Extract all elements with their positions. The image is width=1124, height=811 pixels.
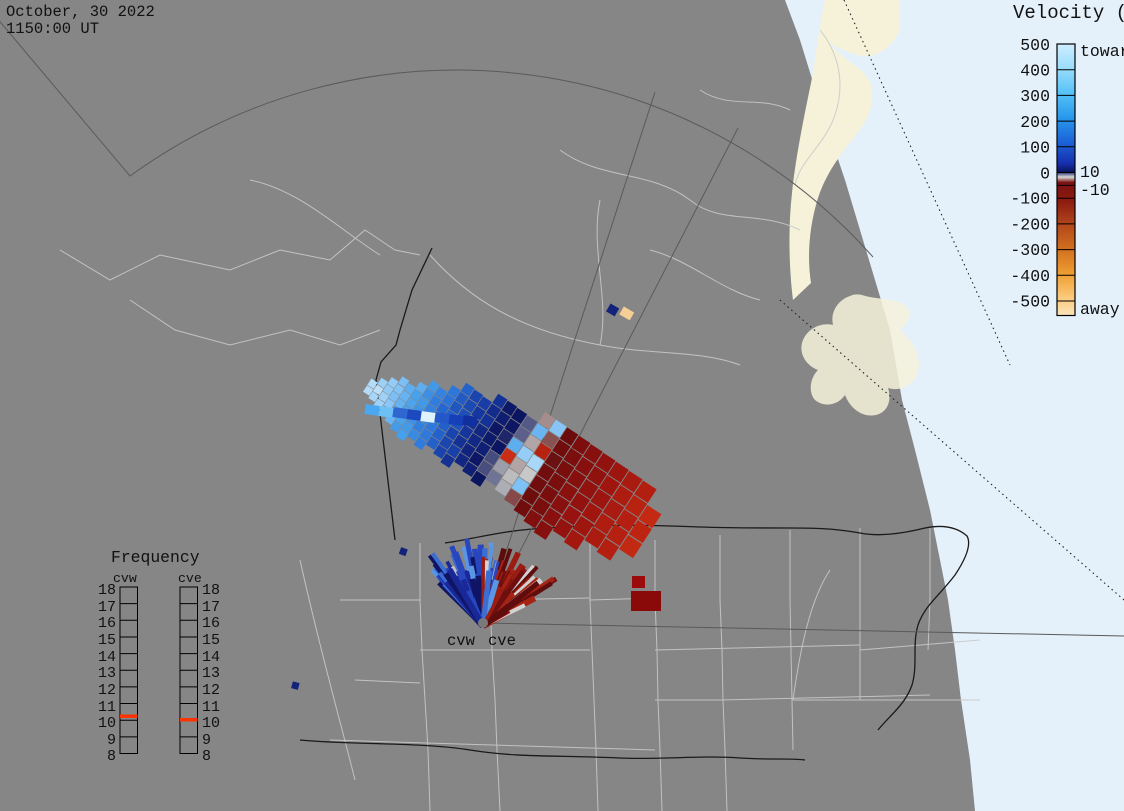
svg-text:cvw: cvw — [113, 571, 137, 586]
svg-text:16: 16 — [202, 615, 220, 632]
svg-text:8: 8 — [202, 748, 211, 765]
svg-text:-200: -200 — [1010, 216, 1050, 235]
svg-text:-300: -300 — [1010, 241, 1050, 260]
svg-text:10: 10 — [202, 715, 220, 732]
svg-text:500: 500 — [1020, 36, 1050, 55]
svg-text:16: 16 — [98, 615, 116, 632]
svg-text:Frequency: Frequency — [111, 548, 200, 567]
svg-text:14: 14 — [98, 649, 116, 666]
svg-text:away: away — [1080, 300, 1120, 319]
svg-text:15: 15 — [202, 632, 220, 649]
svg-text:12: 12 — [202, 682, 220, 699]
svg-text:17: 17 — [98, 599, 116, 616]
svg-text:400: 400 — [1020, 62, 1050, 81]
svg-text:18: 18 — [98, 582, 116, 599]
svg-text:cvw: cvw — [447, 632, 476, 650]
svg-text:1150:00 UT: 1150:00 UT — [6, 20, 99, 38]
svg-text:-500: -500 — [1010, 293, 1050, 312]
svg-text:200: 200 — [1020, 113, 1050, 132]
svg-text:-10: -10 — [1080, 181, 1110, 200]
svg-text:cve: cve — [178, 571, 202, 586]
svg-text:14: 14 — [202, 649, 220, 666]
svg-text:toward: toward — [1080, 42, 1124, 61]
svg-text:9: 9 — [202, 732, 211, 749]
svg-text:8: 8 — [107, 748, 116, 765]
svg-text:17: 17 — [202, 599, 220, 616]
svg-text:10: 10 — [98, 715, 116, 732]
svg-text:-400: -400 — [1010, 267, 1050, 286]
svg-text:12: 12 — [98, 682, 116, 699]
svg-text:13: 13 — [98, 665, 116, 682]
svg-text:15: 15 — [98, 632, 116, 649]
svg-text:9: 9 — [107, 732, 116, 749]
svg-text:October, 30 2022: October, 30 2022 — [6, 3, 155, 21]
svg-text:cve: cve — [488, 632, 516, 650]
svg-text:100: 100 — [1020, 139, 1050, 158]
svg-text:-100: -100 — [1010, 190, 1050, 209]
svg-text:18: 18 — [202, 582, 220, 599]
svg-text:300: 300 — [1020, 87, 1050, 106]
svg-text:11: 11 — [98, 699, 116, 716]
svg-text:11: 11 — [202, 699, 220, 716]
svg-text:0: 0 — [1040, 165, 1050, 184]
svg-text:10: 10 — [1080, 163, 1100, 182]
svg-text:13: 13 — [202, 665, 220, 682]
svg-text:Velocity (m/s): Velocity (m/s) — [1013, 2, 1124, 24]
